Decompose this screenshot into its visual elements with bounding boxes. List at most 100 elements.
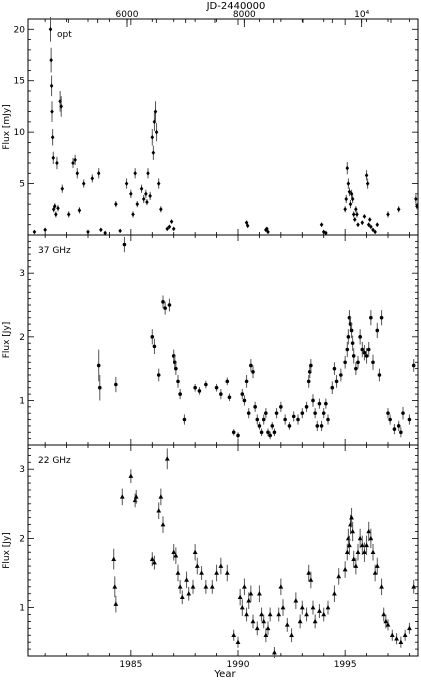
data-point [379, 584, 384, 589]
data-point [231, 632, 237, 638]
data-point [251, 370, 255, 374]
data-point [156, 373, 161, 377]
data-point [144, 191, 148, 197]
data-point [156, 508, 162, 513]
data-point [135, 201, 140, 207]
data-point [356, 360, 360, 365]
data-point [343, 360, 347, 365]
data-point [375, 222, 380, 228]
data-point [362, 214, 367, 219]
y-axis-label: Flux [Jy] [2, 322, 12, 359]
data-point [113, 601, 119, 606]
data-point [122, 242, 127, 247]
data-point [184, 577, 189, 582]
data-point [278, 584, 284, 589]
panel-2: 37 GHz Flux [Jy] 1 2 3 [2, 234, 419, 446]
data-point [319, 222, 324, 228]
data-point [154, 129, 159, 135]
data-point [197, 389, 202, 393]
data-point [209, 584, 215, 589]
data-point [304, 611, 309, 617]
data-point [259, 611, 264, 617]
data-point [225, 379, 230, 384]
data-point [263, 632, 269, 638]
data-point [124, 181, 129, 186]
data-point [274, 411, 279, 415]
data-point [167, 224, 172, 230]
data-point [345, 165, 350, 171]
data-point [352, 217, 357, 222]
data-point [401, 411, 405, 415]
data-point [411, 363, 416, 368]
data-point [133, 494, 139, 499]
data-point [161, 300, 165, 304]
data-point [279, 405, 283, 409]
data-point [365, 181, 370, 186]
data-point [289, 632, 294, 638]
data-point [308, 577, 314, 582]
data-point [81, 181, 86, 186]
data-point [364, 542, 369, 548]
data-point [326, 417, 330, 422]
data-point [347, 542, 352, 548]
data-point [342, 566, 348, 572]
data-point [192, 549, 198, 555]
data-point [112, 584, 118, 589]
data-point [346, 335, 351, 339]
data-point [415, 203, 419, 209]
data-point [249, 363, 253, 368]
data-point [60, 186, 65, 192]
data-point [96, 170, 101, 176]
data-point [399, 430, 403, 435]
data-point [330, 385, 335, 390]
data-point [325, 604, 331, 610]
y-tick-label: 15 [14, 77, 25, 87]
x-axis-label: Year [213, 669, 236, 680]
data-point [360, 347, 365, 352]
data-point [321, 411, 326, 415]
y-tick-label: 10 [14, 128, 26, 138]
data-point [407, 417, 412, 422]
data-point [377, 373, 382, 377]
data-point [344, 549, 350, 555]
data-point [193, 385, 197, 390]
data-point [253, 405, 257, 409]
data-point [167, 303, 172, 307]
data-point [350, 341, 355, 345]
data-point [310, 604, 316, 610]
data-point [237, 594, 243, 599]
data-point [103, 230, 107, 236]
data-point [214, 385, 219, 390]
data-point [366, 528, 372, 534]
data-point [349, 515, 354, 520]
data-point [411, 584, 417, 589]
data-point [355, 212, 359, 217]
data-point [131, 212, 135, 217]
data-point [145, 199, 149, 205]
data-point [383, 618, 389, 624]
data-point [146, 170, 150, 176]
data-point [163, 306, 167, 310]
data-point [360, 220, 365, 225]
panel-frame [27, 444, 419, 657]
data-point [324, 230, 328, 236]
data-point [203, 584, 209, 589]
data-point [356, 222, 360, 228]
data-point [364, 354, 369, 358]
data-point [141, 196, 146, 202]
data-point [349, 328, 354, 333]
data-point [151, 150, 156, 156]
data-point [266, 229, 270, 235]
data-point [270, 424, 275, 428]
x-tick-label: 1995 [334, 660, 357, 670]
data-point [317, 401, 322, 406]
data-point [375, 328, 380, 333]
data-point [96, 363, 101, 368]
data-point [299, 604, 305, 610]
data-point [309, 363, 313, 368]
data-point [219, 392, 223, 396]
data-point [48, 26, 53, 32]
data-point [257, 424, 262, 428]
data-point [357, 535, 363, 541]
